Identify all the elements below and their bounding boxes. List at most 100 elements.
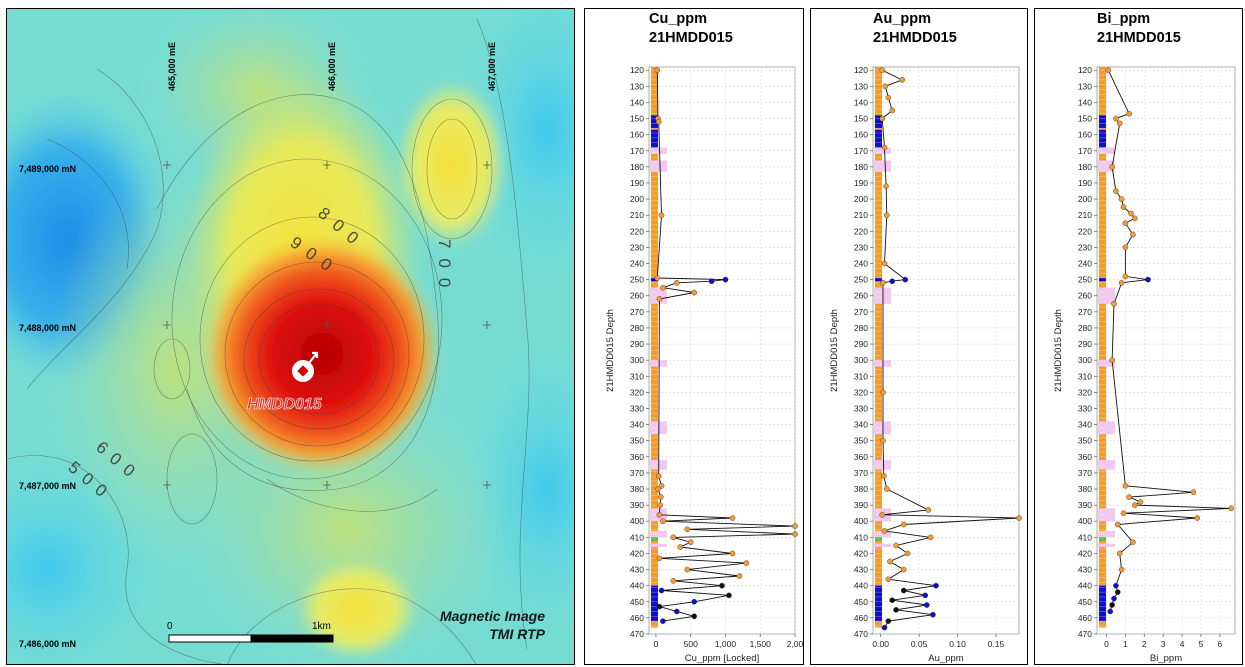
data-point (885, 576, 892, 583)
y-tick-label: 340 (630, 420, 644, 430)
data-point (687, 539, 694, 545)
data-point (889, 278, 896, 285)
data-point (656, 512, 663, 518)
lithology-band-blue (1099, 129, 1106, 148)
y-tick-label: 210 (1078, 210, 1092, 220)
y-tick-label: 130 (630, 81, 644, 91)
data-point (655, 486, 661, 492)
y-tick-label: 320 (630, 387, 644, 397)
lithology-band-pink (1098, 421, 1115, 435)
y-tick-label: 240 (854, 259, 868, 269)
y-tick-label: 160 (854, 130, 868, 140)
y-tick-label: 430 (854, 565, 868, 575)
map-title-line1: Magnetic Image (440, 608, 545, 624)
data-point (654, 67, 661, 74)
y-tick-label: 350 (854, 436, 868, 446)
data-point (922, 592, 929, 599)
data-point (655, 118, 662, 125)
y-tick-label: 440 (630, 581, 644, 591)
data-point (1111, 595, 1117, 602)
y-tick-label: 450 (854, 597, 868, 607)
y-tick-label: 320 (1078, 387, 1092, 397)
data-point (902, 276, 909, 283)
data-point (708, 278, 715, 285)
y-tick-label: 200 (854, 194, 868, 204)
data-point (1111, 300, 1117, 307)
y-tick-label: 320 (854, 387, 868, 397)
data-point (1122, 220, 1129, 227)
data-point (670, 578, 677, 584)
data-point (792, 523, 798, 529)
data-point (654, 275, 661, 281)
data-point (889, 597, 896, 603)
plot-frame (1096, 66, 1236, 635)
magnetic-map: 465,000 mE 466,000 mE 467,000 mE 7,489,0… (7, 9, 574, 664)
data-point (660, 518, 666, 525)
data-point (1113, 582, 1119, 589)
data-point (879, 115, 886, 122)
data-point (885, 618, 892, 624)
lithology-band-pink (874, 421, 891, 435)
data-point (925, 507, 932, 513)
lithology-band-pink (650, 287, 667, 304)
y-tick-label: 130 (854, 81, 868, 91)
data-point (881, 624, 888, 631)
data-point (658, 494, 664, 500)
data-point (1194, 515, 1200, 521)
lithology-band-blue (875, 585, 882, 622)
y-tick-label: 470 (854, 629, 868, 639)
lithology-band-blue (1099, 115, 1106, 129)
x-tick-label: 4 (1180, 639, 1185, 649)
y-tick-label: 290 (630, 339, 644, 349)
y-tick-label: 430 (1078, 565, 1092, 575)
northing-label-7486000: 7,486,000 mN (19, 639, 76, 649)
x-tick-label: 0.05 (911, 639, 928, 649)
data-point (684, 566, 691, 573)
data-point (1128, 210, 1134, 217)
x-tick-label: 2 (1142, 639, 1147, 649)
x-axis-label: Bi_ppm (1150, 653, 1182, 664)
x-tick-label: 0.00 (872, 639, 889, 649)
data-point (722, 276, 729, 283)
y-tick-label: 330 (630, 403, 644, 413)
data-point (674, 608, 680, 615)
lithology-band-pink (1098, 543, 1115, 548)
y-tick-label: 260 (1078, 291, 1092, 301)
y-tick-label: 200 (1078, 194, 1092, 204)
data-point (880, 437, 886, 444)
drillhole-collar-icon[interactable] (292, 351, 319, 382)
data-point (927, 534, 934, 541)
lithology-band-pink (1098, 508, 1115, 522)
y-tick-label: 180 (854, 162, 868, 172)
data-point (657, 502, 663, 508)
lithology-band-pink (1098, 160, 1115, 172)
northing-label-7489000: 7,489,000 mN (19, 164, 76, 174)
data-point (1109, 602, 1115, 608)
y-tick-label: 220 (1078, 226, 1092, 236)
lithology-band-pink (650, 543, 667, 548)
y-tick-label: 410 (854, 532, 868, 542)
y-tick-label: 120 (854, 65, 868, 75)
data-point (883, 183, 889, 189)
data-point (889, 107, 896, 114)
data-point (1130, 539, 1136, 545)
x-tick-label: 3 (1161, 639, 1166, 649)
data-point (691, 598, 697, 605)
data-point (1145, 276, 1151, 283)
y-tick-label: 400 (630, 516, 644, 526)
data-point (930, 611, 936, 618)
y-axis-label: 21HMDD015 Depth (829, 309, 840, 392)
grid-crosses (163, 161, 491, 489)
data-point (880, 473, 887, 479)
scale-end-label: 1km (312, 621, 331, 632)
y-tick-label: 240 (1078, 259, 1092, 269)
y-tick-label: 420 (854, 548, 868, 558)
data-point (736, 573, 743, 579)
y-tick-label: 300 (854, 355, 868, 365)
data-point (1122, 244, 1129, 251)
lithology-band-pink (1098, 530, 1115, 538)
data-point (1130, 231, 1136, 238)
data-point (691, 613, 697, 620)
data-point (1118, 566, 1125, 573)
y-tick-label: 340 (854, 420, 868, 430)
